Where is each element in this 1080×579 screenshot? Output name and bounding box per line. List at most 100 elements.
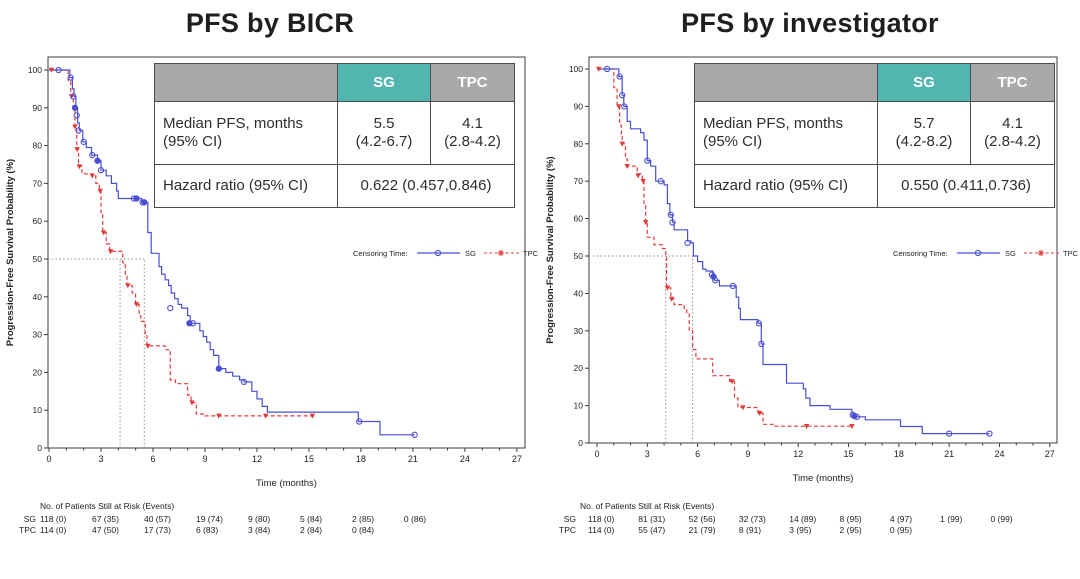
risk-row-label-tpc: TPC xyxy=(19,525,36,535)
x-tick-label: 21 xyxy=(944,449,954,459)
sg-censor-mark xyxy=(356,418,363,425)
y-tick-label: 40 xyxy=(33,292,43,302)
tpc-censor-mark xyxy=(756,410,763,416)
y-tick-label: 50 xyxy=(574,251,584,261)
risk-cell: 2 (84) xyxy=(299,525,323,535)
stats-header-sg: SG xyxy=(877,63,971,102)
x-tick-label: 3 xyxy=(98,454,103,464)
y-tick-label: 90 xyxy=(574,101,584,111)
risk-cell: 3 (84) xyxy=(247,525,271,535)
legend-tpc-marker xyxy=(1038,249,1044,256)
x-tick-label: 9 xyxy=(745,449,750,459)
y-tick-label: 60 xyxy=(574,214,584,224)
y-tick-label: 20 xyxy=(33,367,43,377)
hazard-ratio-label: Hazard ratio (95% CI) xyxy=(694,164,878,208)
risk-cell: 4 (97) xyxy=(889,514,913,524)
tpc-censor-mark xyxy=(107,249,114,255)
risk-cell: 17 (73) xyxy=(143,525,171,535)
median-pfs-label-line1: Median PFS, months xyxy=(163,115,304,132)
sg-censor-mark xyxy=(73,112,80,119)
stats-header-tpc: TPC xyxy=(970,63,1055,102)
y-tick-label: 90 xyxy=(33,103,43,113)
tpc-censor-mark xyxy=(849,423,855,429)
sg-censor-mark xyxy=(946,430,953,437)
sg-censor-mark xyxy=(657,178,664,185)
panel-pfs-investigator: PFS by investigator 0 10 20 30 40 50 60 70 80 90 1… xyxy=(540,0,1080,579)
median-sg-ci: (4.2-8.2) xyxy=(895,133,953,150)
risk-cell: 0 (95) xyxy=(889,525,913,535)
risk-cell: 8 (91) xyxy=(738,525,762,535)
risk-cell: 118 (0) xyxy=(588,514,615,524)
x-tick-label: 15 xyxy=(844,449,854,459)
legend-sg-marker xyxy=(974,249,982,257)
risk-cell: 3 (95) xyxy=(789,525,812,535)
tpc-censor-mark xyxy=(76,164,83,170)
sg-censor-mark xyxy=(669,219,676,226)
km-plot-investigator: 0 10 20 30 40 50 60 70 80 90 100 0 3 6 9 12 15 18 21 24 27 Ti… xyxy=(545,56,1079,484)
chart-title-bicr: PFS by BICR xyxy=(185,8,355,38)
risk-row-label-tpc: TPC xyxy=(559,525,576,535)
risk-cell: 81 (31) xyxy=(638,514,666,524)
median-pfs-label-line2: (95% CI) xyxy=(163,133,223,150)
stats-header-tpc: TPC xyxy=(430,63,515,102)
x-tick-label: 24 xyxy=(460,454,470,464)
sg-censor-mark xyxy=(616,73,623,80)
risk-cell: 114 (0) xyxy=(40,525,67,535)
tpc-censor-mark xyxy=(68,94,75,100)
x-axis-title: Time (months) xyxy=(793,473,854,484)
y-tick-label: 80 xyxy=(574,139,584,149)
y-tick-label: 10 xyxy=(574,401,584,411)
median-pfs-tpc-value: 4.1 (2.8-4.2) xyxy=(430,101,515,165)
median-pfs-sg-value: 5.5 (4.2-6.7) xyxy=(337,101,431,165)
risk-cell: 6 (83) xyxy=(195,525,219,535)
tpc-censor-mark xyxy=(48,67,55,73)
median-sg-months: 5.7 xyxy=(913,115,935,132)
y-tick-label: 10 xyxy=(33,405,43,415)
y-tick-label: 70 xyxy=(574,176,584,186)
risk-cell: 2 (95) xyxy=(839,525,862,535)
tpc-censor-mark xyxy=(729,379,735,385)
y-tick-label: 100 xyxy=(569,64,583,74)
x-axis-title: Time (months) xyxy=(256,478,317,489)
median-tpc-ci: (2.8-4.2) xyxy=(444,133,501,150)
median-tpc-ci: (2.8-4.2) xyxy=(984,133,1041,150)
x-tick-label: 21 xyxy=(408,454,418,464)
tpc-censor-mark xyxy=(100,230,107,236)
plot-frame xyxy=(588,56,1058,444)
x-tick-label: 0 xyxy=(46,454,51,464)
legend-title: Censoring Time: xyxy=(893,249,948,258)
sg-censor-mark xyxy=(240,378,248,385)
sg-censor-mark xyxy=(55,66,62,74)
sg-censor-mark xyxy=(853,413,861,420)
risk-cell: 67 (35) xyxy=(91,514,119,524)
tpc-censor-mark xyxy=(740,405,746,411)
legend-tpc-marker xyxy=(498,249,504,256)
sg-censor-mark xyxy=(619,92,626,99)
legend-title: Censoring Time: xyxy=(353,249,408,258)
sg-censor-mark xyxy=(603,65,611,73)
sg-censor-mark xyxy=(141,199,148,206)
tpc-censor-mark xyxy=(668,296,675,302)
tpc-curve xyxy=(49,69,315,417)
risk-cell: 19 (74) xyxy=(195,514,223,524)
sg-censor-mark xyxy=(89,151,96,159)
risk-cell: 118 (0) xyxy=(40,514,67,524)
risk-cell: 2 (85) xyxy=(351,514,375,524)
risk-cell: 52 (56) xyxy=(688,514,716,524)
risk-cell: 21 (79) xyxy=(688,525,716,535)
stats-corner-cell xyxy=(694,63,878,102)
tpc-censor-mark xyxy=(616,104,622,110)
stats-header-sg: SG xyxy=(337,63,431,102)
x-tick-label: 27 xyxy=(512,454,522,464)
tpc-censor-mark xyxy=(640,179,646,184)
sg-censor-mark xyxy=(729,282,736,290)
sg-censor-mark xyxy=(67,74,74,81)
y-axis-title: Progression-Free Survival Probability (%… xyxy=(5,159,16,346)
tpc-censor-mark xyxy=(642,220,649,226)
x-tick-label: 24 xyxy=(994,449,1004,459)
tpc-censor-mark xyxy=(145,343,151,349)
y-tick-label: 70 xyxy=(33,178,43,188)
tpc-censor-mark xyxy=(89,173,96,179)
median-pfs-label-line1: Median PFS, months xyxy=(703,115,844,132)
